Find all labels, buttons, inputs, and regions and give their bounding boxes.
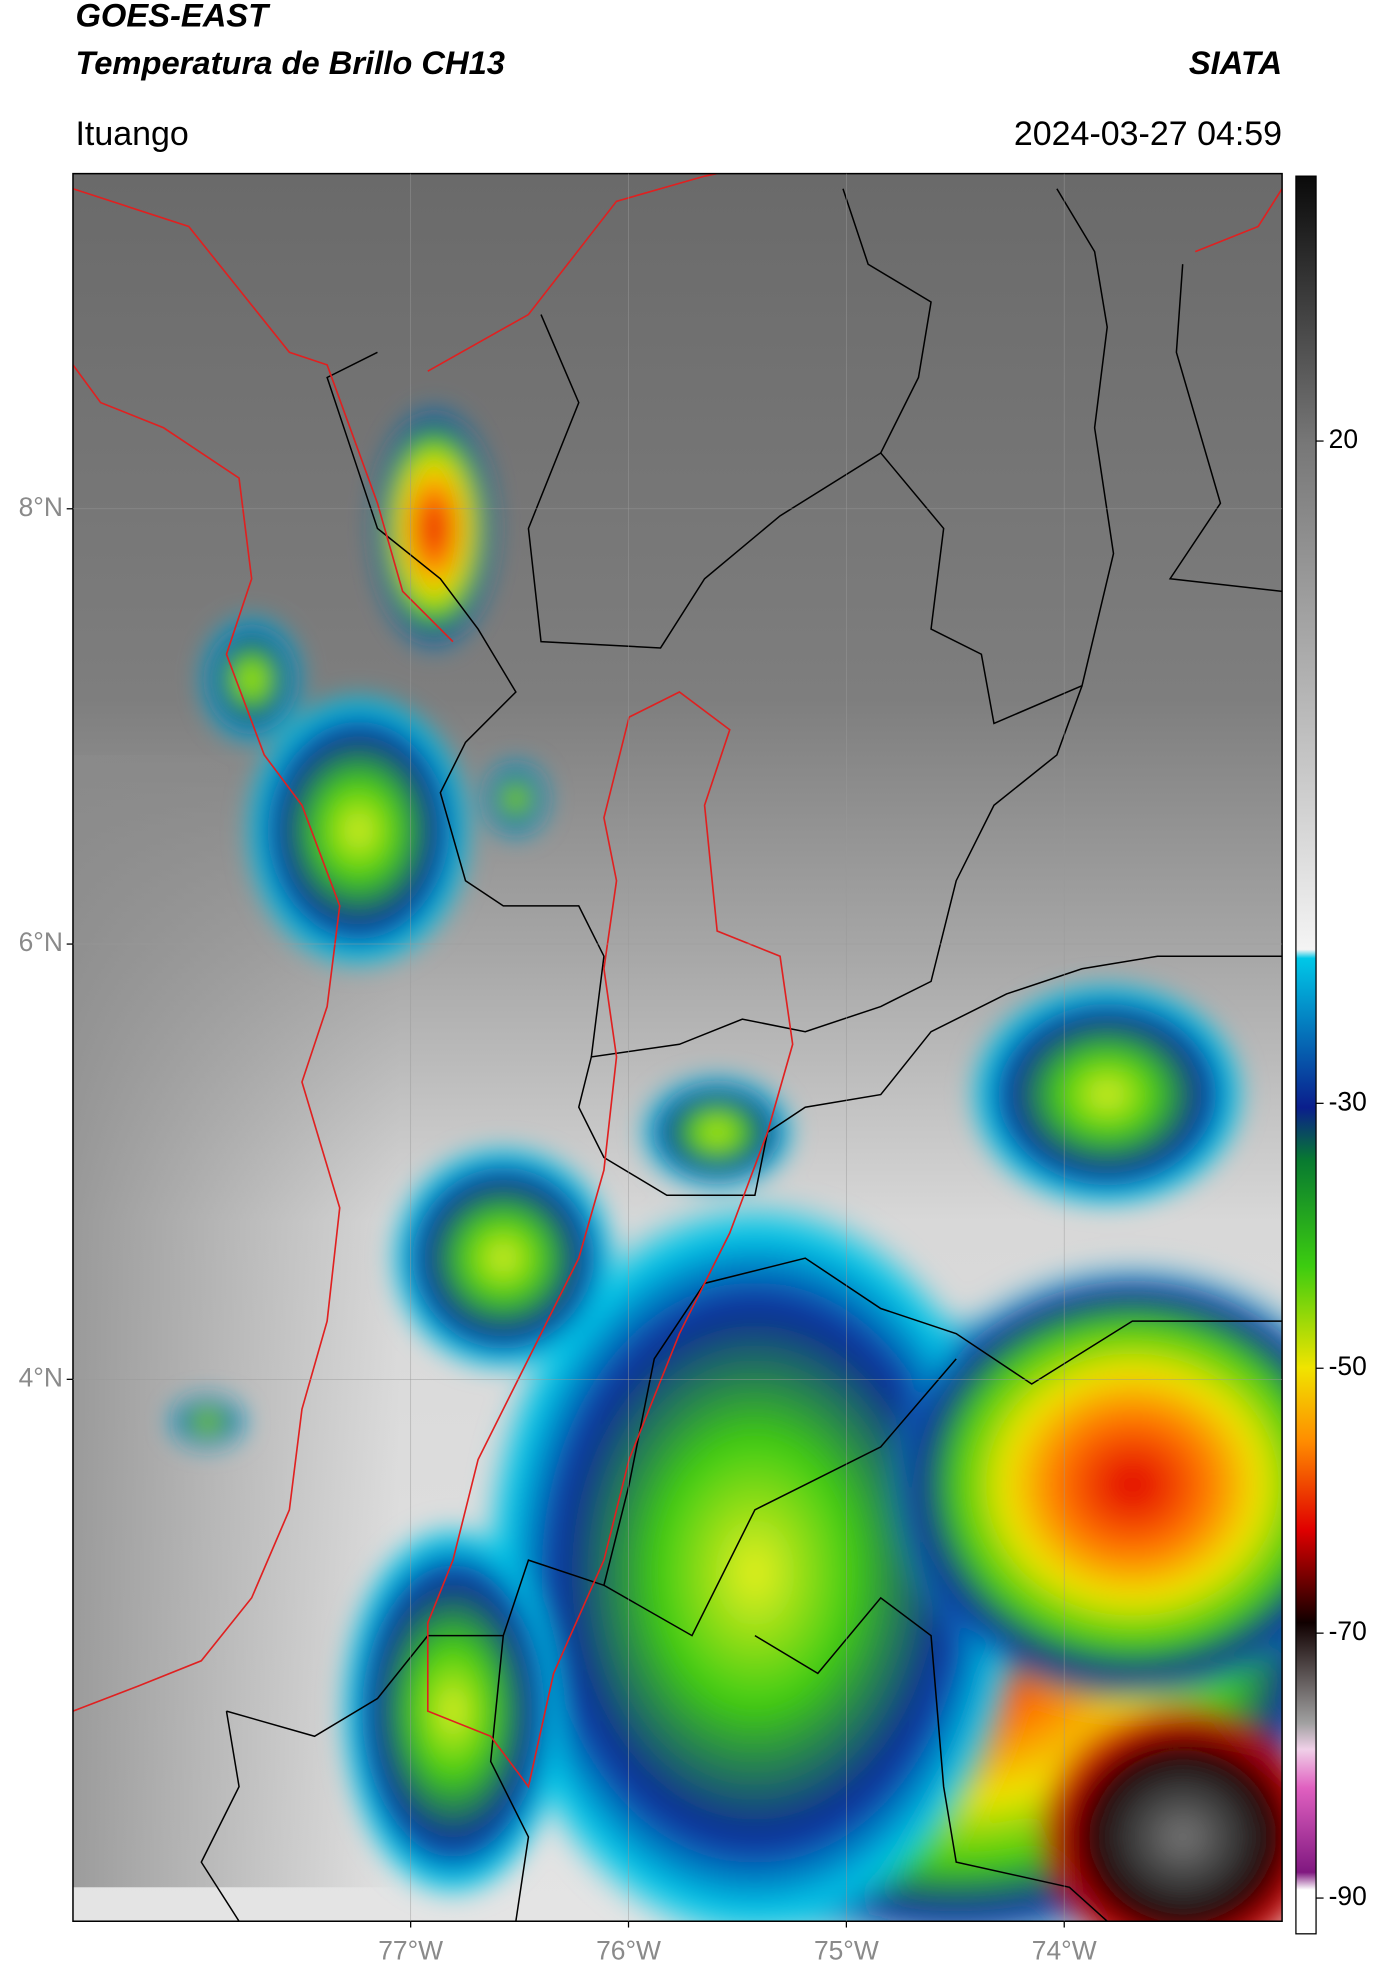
colorbar-tick-label: 20 <box>1329 424 1358 454</box>
lon-tick-label: 76°W <box>596 1936 661 1966</box>
lat-tick-label: 6°N <box>19 927 63 957</box>
location: Ituango <box>75 115 188 153</box>
source: SIATA <box>1189 44 1282 81</box>
subtitle: Temperatura de Brillo CH13 <box>75 44 505 81</box>
lon-tick-label: 77°W <box>378 1936 443 1966</box>
lon-tick-label: 75°W <box>814 1936 879 1966</box>
colorbar-tick-label: -70 <box>1329 1616 1367 1646</box>
map-frame <box>72 172 1283 1922</box>
colorbar-tick-label: -50 <box>1329 1351 1367 1381</box>
datetime: 2024-03-27 04:59 <box>1014 115 1282 153</box>
title: GOES-EAST <box>75 0 271 33</box>
colorbar-tick-label: -90 <box>1329 1881 1367 1911</box>
boundaries-red <box>72 173 1283 1789</box>
lat-tick-label: 8°N <box>19 492 63 522</box>
colorbar-tick-label: -30 <box>1329 1086 1367 1116</box>
colorbar <box>1295 175 1317 1935</box>
borders <box>200 188 1283 1922</box>
lon-tick-label: 74°W <box>1032 1936 1097 1966</box>
satellite-image <box>72 173 1283 1922</box>
lat-tick-label: 4°N <box>19 1362 63 1392</box>
